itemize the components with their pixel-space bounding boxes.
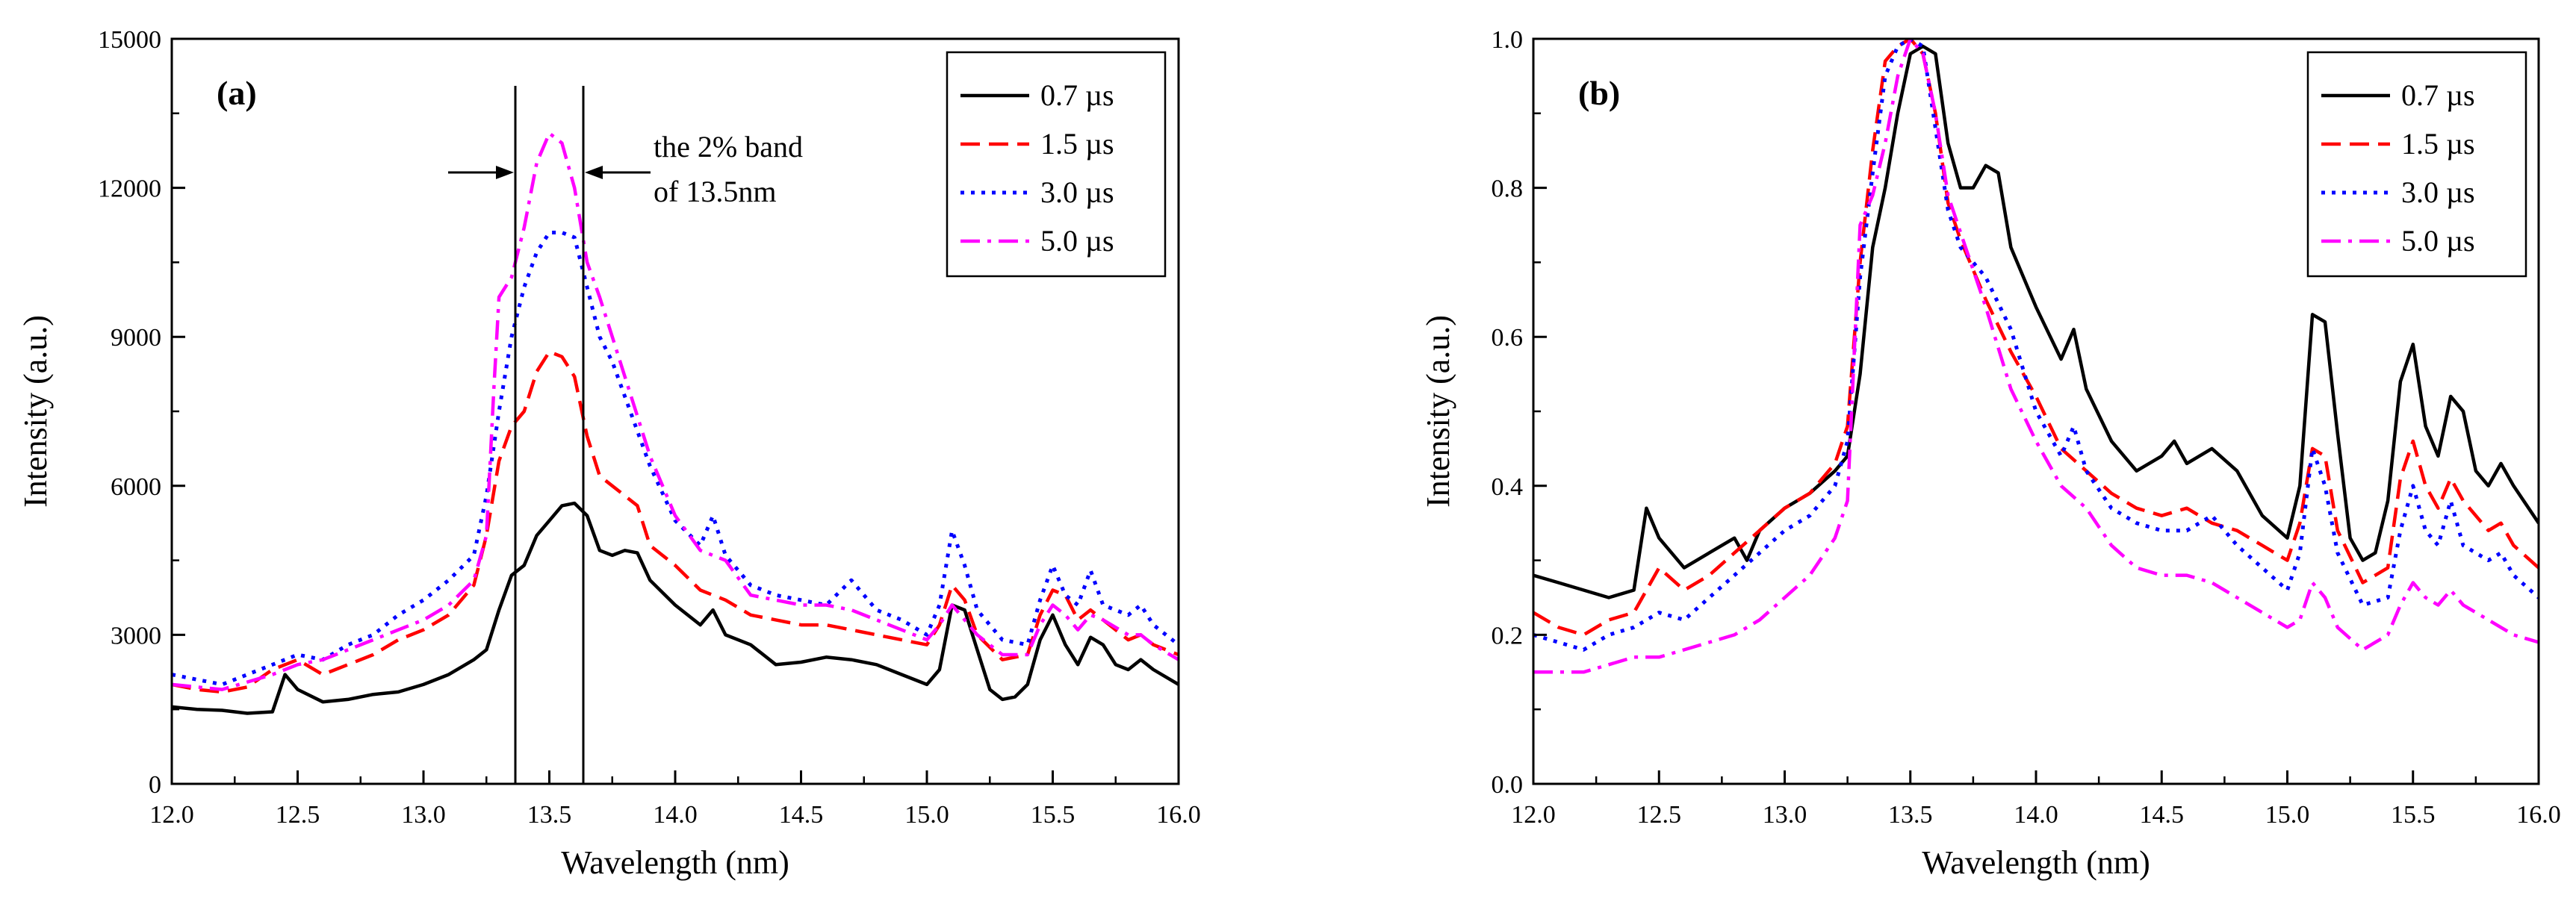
series-line-3 [1533, 39, 2539, 652]
y-tick-label: 0.4 [1492, 473, 1524, 501]
legend-label-4: 5.0 µs [1040, 224, 1114, 258]
annotation-text-line-1: the 2% band [654, 130, 803, 163]
y-tick-label: 0.0 [1492, 771, 1524, 799]
legend-label-3: 3.0 µs [1040, 175, 1114, 209]
y-tick-label: 9000 [111, 324, 161, 352]
series-line-4 [1533, 39, 2539, 674]
series-line-1 [172, 501, 1179, 715]
y-tick-label: 0.2 [1492, 622, 1524, 649]
series-line-3 [172, 231, 1179, 687]
legend: 0.7 µs 1.5 µs 3.0 µs 5.0 µs [2306, 51, 2527, 278]
x-tick-label: 12.0 [149, 801, 194, 829]
x-tick-label: 14.0 [653, 801, 698, 829]
x-tick-label: 13.5 [1888, 801, 1933, 829]
series-line-2 [172, 349, 1179, 694]
x-tick-label: 15.0 [2265, 801, 2310, 829]
x-tick-label: 14.0 [2014, 801, 2058, 829]
x-tick-label: 15.5 [1031, 801, 1076, 829]
series-line-2 [1533, 39, 2539, 637]
legend-label-3: 3.0 µs [2401, 175, 2475, 209]
x-tick-label: 12.0 [1511, 801, 1556, 829]
x-tick-label: 13.5 [527, 801, 572, 829]
y-tick-label: 0.8 [1492, 175, 1524, 203]
x-axis-title: Wavelength (nm) [561, 844, 789, 881]
panel-label: (a) [217, 74, 257, 112]
annotation-text-line-2: of 13.5nm [654, 175, 776, 208]
legend-label-4: 5.0 µs [2401, 224, 2475, 258]
x-tick-label: 12.5 [276, 801, 320, 829]
x-tick-label: 13.0 [1763, 801, 1807, 829]
y-axis-title: Intensity (a.u.) [17, 315, 54, 508]
legend-label-2: 1.5 µs [1040, 127, 1114, 161]
series-line-4 [172, 131, 1179, 691]
legend-label-1: 0.7 µs [1040, 78, 1114, 112]
x-tick-label: 12.5 [1637, 801, 1682, 829]
y-tick-label: 6000 [111, 473, 161, 501]
legend-box [2306, 51, 2527, 278]
legend-box [946, 51, 1167, 278]
arrow-right-head [584, 166, 603, 179]
legend-label-1: 0.7 µs [2401, 78, 2475, 112]
y-tick-label: 12000 [98, 175, 161, 203]
y-tick-label: 3000 [111, 622, 161, 649]
x-tick-label: 13.0 [401, 801, 446, 829]
y-tick-label: 1.0 [1492, 26, 1524, 54]
x-tick-label: 16.0 [2516, 801, 2561, 829]
series-line-1 [1533, 44, 2539, 599]
legend: 0.7 µs 1.5 µs 3.0 µs 5.0 µs [946, 51, 1167, 278]
x-tick-label: 14.5 [2140, 801, 2185, 829]
x-tick-label: 15.0 [904, 801, 949, 829]
panel-b-chart: 12.0 12.5 13.0 13.5 14.0 14.5 15.0 15.5 16.0 0.0 0… [1420, 26, 2561, 881]
y-tick-label: 0.6 [1492, 324, 1524, 352]
panel-a-chart: the 2% band of 13.5nm 12.0 12.5 13.0 13.5 14.0… [17, 26, 1201, 881]
panel-label: (b) [1578, 74, 1620, 112]
x-tick-label: 14.5 [779, 801, 824, 829]
legend-label-2: 1.5 µs [2401, 127, 2475, 161]
y-tick-label: 15000 [98, 26, 161, 54]
x-axis-title: Wavelength (nm) [1922, 844, 2150, 881]
y-tick-label: 0 [149, 771, 161, 799]
y-axis-title: Intensity (a.u.) [1420, 315, 1456, 508]
arrow-left-head [496, 166, 515, 179]
x-tick-label: 15.5 [2391, 801, 2436, 829]
x-tick-label: 16.0 [1156, 801, 1201, 829]
